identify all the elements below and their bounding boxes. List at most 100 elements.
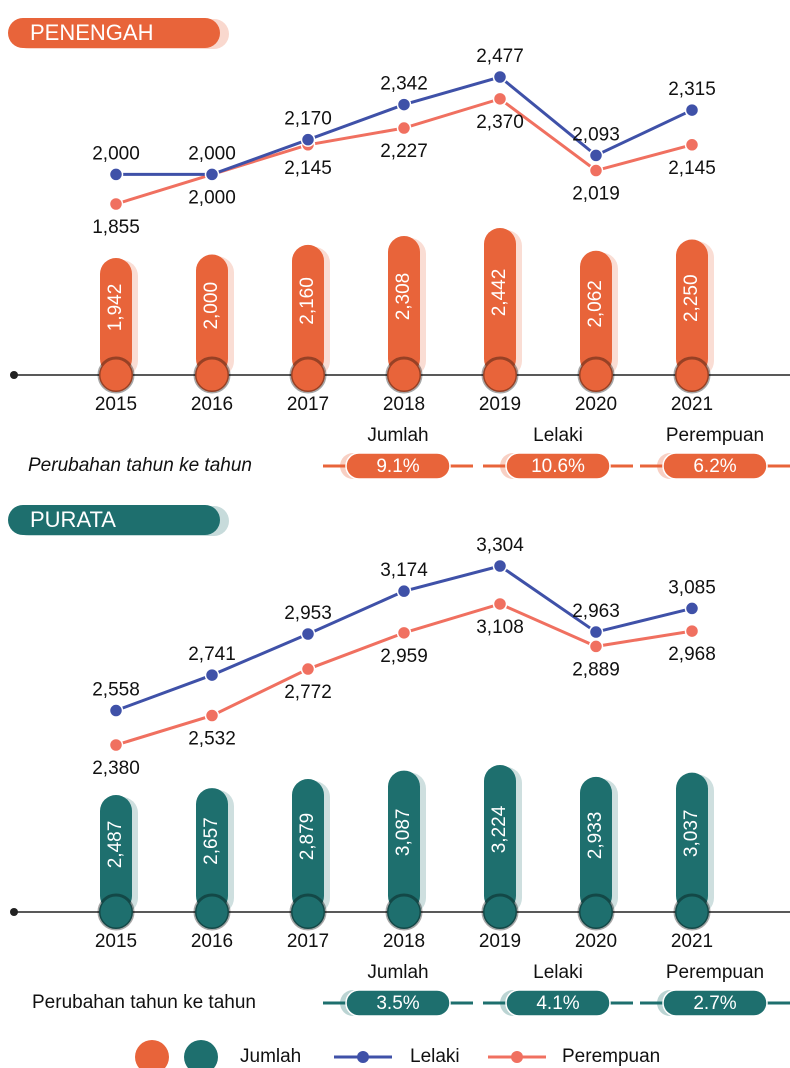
change-pill — [345, 452, 451, 480]
x-tick-label: 2015 — [95, 394, 137, 415]
bar-label: 2,160 — [297, 277, 318, 325]
line-point — [204, 167, 220, 182]
line-point — [588, 624, 604, 640]
change-header: Lelaki — [533, 425, 583, 446]
chart-title: PENENGAH — [30, 20, 153, 45]
x-tick-label: 2016 — [191, 394, 233, 415]
bar-base — [673, 356, 711, 394]
bar-base — [673, 893, 711, 931]
legend-swatch — [184, 1040, 218, 1068]
point-label: 2,315 — [668, 79, 716, 100]
axis-dot — [10, 371, 18, 379]
bar-label: 1,942 — [105, 284, 126, 332]
change-value: 4.1% — [536, 993, 579, 1014]
x-tick-label: 2019 — [479, 931, 521, 952]
chart-title: PURATA — [30, 507, 116, 532]
change-header: Jumlah — [367, 962, 428, 983]
point-label: 2,889 — [572, 659, 620, 680]
line-point — [588, 639, 604, 654]
point-label: 2,963 — [572, 601, 620, 622]
x-tick-label: 2017 — [287, 394, 329, 415]
bar-label: 2,933 — [585, 812, 606, 860]
line-point — [492, 69, 508, 85]
x-tick-label: 2020 — [575, 394, 617, 415]
point-label: 2,019 — [572, 184, 620, 205]
change-header: Lelaki — [533, 962, 583, 983]
point-label: 2,477 — [476, 46, 524, 67]
bar-base — [385, 893, 423, 931]
change-pill — [505, 452, 611, 480]
line-point — [492, 91, 508, 107]
point-label: 3,174 — [380, 560, 428, 581]
bar-base — [97, 893, 135, 931]
x-tick-label: 2015 — [95, 931, 137, 952]
line-point — [300, 132, 316, 147]
x-tick-label: 2019 — [479, 394, 521, 415]
bar-label: 2,657 — [201, 817, 222, 865]
bar-base — [193, 356, 231, 394]
line-point — [492, 596, 508, 612]
title-pill — [8, 18, 220, 48]
point-label: 2,968 — [668, 644, 716, 665]
bar — [676, 239, 708, 375]
bar — [580, 250, 612, 375]
line-point — [684, 623, 700, 639]
change-value: 3.5% — [376, 993, 419, 1014]
x-tick-label: 2018 — [383, 394, 425, 415]
point-label: 2,093 — [572, 124, 620, 145]
change-header: Perempuan — [666, 962, 764, 983]
axis-dot — [10, 908, 18, 916]
point-label: 2,000 — [188, 187, 236, 208]
line-point — [108, 703, 124, 718]
line-point — [588, 163, 604, 178]
change-header: Perempuan — [666, 425, 764, 446]
bar-base — [577, 356, 615, 394]
line-point — [492, 558, 508, 574]
point-label: 2,145 — [284, 158, 332, 179]
line-point — [396, 120, 412, 136]
bar-label: 2,442 — [489, 269, 510, 317]
line-point — [300, 626, 316, 642]
change-label: Perubahan tahun ke tahun — [28, 455, 252, 476]
legend-swatch — [135, 1040, 169, 1068]
bar-base — [193, 893, 231, 931]
bar — [100, 795, 132, 912]
point-label: 2,959 — [380, 646, 428, 667]
bar — [484, 228, 516, 375]
point-label: 2,000 — [92, 143, 140, 164]
legend-marker — [511, 1051, 523, 1063]
bar-base — [577, 893, 615, 931]
point-label: 2,741 — [188, 644, 236, 665]
bar — [388, 770, 420, 912]
legend-label: Lelaki — [410, 1046, 460, 1067]
change-pill — [662, 989, 768, 1017]
line-point — [300, 661, 316, 677]
point-label: 2,227 — [380, 141, 428, 162]
x-tick-label: 2018 — [383, 931, 425, 952]
bar — [292, 779, 324, 912]
change-header: Jumlah — [367, 425, 428, 446]
bar-label: 3,037 — [681, 810, 702, 858]
x-tick-label: 2021 — [671, 394, 713, 415]
line-point — [108, 737, 124, 753]
line-point — [396, 583, 412, 599]
x-tick-label: 2020 — [575, 931, 617, 952]
bar-label: 3,224 — [489, 805, 510, 853]
point-label: 2,953 — [284, 603, 332, 624]
bar-label: 2,250 — [681, 274, 702, 322]
line-point — [684, 601, 700, 616]
bar-base — [289, 356, 327, 394]
change-value: 10.6% — [531, 456, 585, 477]
title-pill — [8, 505, 220, 535]
bar — [580, 776, 612, 912]
bar — [292, 244, 324, 375]
change-pill — [345, 989, 451, 1017]
bar-base — [481, 356, 519, 394]
change-pill — [662, 452, 768, 480]
line-point — [684, 102, 700, 118]
legend-marker — [357, 1051, 369, 1063]
x-tick-label: 2017 — [287, 931, 329, 952]
change-pill — [505, 989, 611, 1017]
bar — [196, 788, 228, 912]
